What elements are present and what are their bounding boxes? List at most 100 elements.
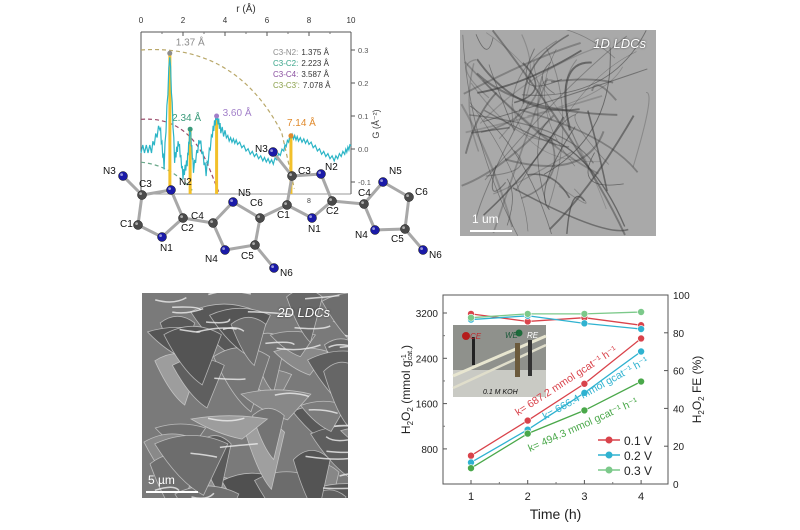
atom-n4 (220, 245, 230, 255)
pdf-axes: 0 2 4 6 8 10 8 r (Å) 0.3 0.2 0.1 0.0 -0.1 G (Å⁻²) (139, 2, 381, 205)
atom-label: C3 (298, 166, 311, 177)
kinetics-y-tick: 2400 (416, 354, 439, 365)
kinetics-x-tick: 2 (525, 491, 531, 503)
data-point (580, 389, 589, 397)
electrochemical-cell-inset: CE WE RE 0.1 M KOH (452, 325, 547, 397)
kinetics-y2-tick: 20 (673, 442, 685, 453)
sem-image: 2D LDCs 5 µm (142, 293, 348, 498)
pdf-peak-label: 1.37 Å (176, 35, 205, 48)
data-point (523, 429, 532, 438)
data-point (580, 310, 589, 318)
atom-c3 (137, 190, 147, 200)
pdf-legend-entry: C3-C2: 2.223 Å (273, 59, 330, 68)
data-point (637, 377, 645, 386)
pdf-x-tick: 4 (223, 16, 228, 25)
inset-re-label: RE (527, 331, 539, 340)
tem-scale-bar (470, 230, 512, 232)
pdf-chart: 0 2 4 6 8 10 8 r (Å) 0.3 0.2 0.1 0.0 -0.1 G (Å⁻²) 1.3… (103, 2, 442, 279)
atom-label: N2 (179, 177, 192, 188)
pdf-legend-entry: C3-C3': 7.078 Å (273, 81, 331, 90)
atom-label: N6 (429, 250, 442, 261)
tem-label: 1D LDCs (593, 36, 646, 51)
tem-scale-label: 1 um (472, 212, 499, 226)
inset-ce-label: CE (470, 332, 482, 341)
atom-c2 (327, 196, 337, 206)
inset-we-label: WE (505, 331, 519, 340)
series-line (470, 380, 642, 469)
series-line (470, 350, 642, 464)
atom-label: N1 (308, 224, 321, 235)
sem-scale-bar (146, 491, 198, 493)
atom-label: N4 (355, 230, 368, 241)
pdf-y-tick: -0.1 (358, 178, 371, 187)
atom-label: N3 (255, 144, 268, 155)
atom-label: C5 (391, 234, 404, 245)
kinetics-y2-tick: 100 (673, 291, 690, 302)
kinetics-chart: 1 2 3 4 Time (h) 800 1600 2400 3200 0 20 40 60 80 100 H… (399, 291, 706, 522)
kinetics-legend: 0.1 V0.2 V0.3 V (598, 434, 652, 478)
atom-label: C5 (241, 251, 254, 262)
pdf-x-tick: 10 (347, 16, 356, 25)
kinetics-y2-tick: 60 (673, 367, 685, 378)
svg-text:8: 8 (307, 198, 311, 205)
pdf-y-tick: 0.1 (358, 112, 368, 121)
kinetics-y-axis-label: H2O2 (mmol g-1cat.) (399, 345, 415, 434)
atom-label: N2 (325, 162, 338, 173)
atom-label: N5 (389, 166, 402, 177)
atom-c1 (133, 220, 143, 230)
kinetics-y-tick: 3200 (416, 309, 439, 320)
atom-c4 (208, 218, 218, 228)
data-point (523, 310, 532, 318)
atom-label: C6 (415, 187, 428, 198)
sem-label: 2D LDCs (277, 305, 330, 320)
kinetics-y-tick: 800 (421, 445, 438, 456)
data-point (580, 379, 589, 388)
pdf-x-tick: 6 (265, 16, 270, 25)
pdf-peak-label: 2.34 Å (172, 111, 201, 124)
kinetics-y-tick: 1600 (416, 400, 439, 411)
pdf-peak-label: 3.60 Å (223, 106, 252, 119)
series-line (470, 311, 642, 319)
atom-label: C2 (326, 206, 339, 217)
data-point (523, 416, 532, 425)
nanosheet-texture (143, 293, 348, 498)
atom-label: N5 (238, 188, 251, 199)
atom-n5 (378, 177, 388, 187)
sem-scale-label: 5 µm (148, 473, 175, 487)
pdf-y-tick: 0.2 (358, 79, 368, 88)
atom-c5 (250, 240, 260, 250)
atom-label: N6 (280, 268, 293, 279)
atom-n3 (118, 171, 128, 181)
series-line (470, 337, 642, 457)
atom-n2 (166, 185, 176, 195)
atom-n4 (370, 225, 380, 235)
pdf-x-tick: 2 (181, 16, 186, 25)
pdf-x-tick: 0 (139, 16, 144, 25)
legend-entry: 0.2 V (624, 449, 652, 463)
data-point (467, 313, 475, 322)
atom-n3 (268, 147, 278, 157)
atom-n6 (418, 245, 428, 255)
pdf-legend: C3-N2: 1.375 Å C3-C2: 2.223 Å C3-C4: 3.587 Å C… (273, 48, 331, 90)
atom-label: N3 (103, 166, 116, 177)
atom-label: C1 (120, 219, 133, 230)
data-point (637, 347, 645, 356)
atom-c5 (400, 224, 410, 234)
atom-n6 (269, 263, 279, 273)
kinetics-y2-axis-label: H2O2 FE (%) (690, 356, 706, 424)
atom-n1 (307, 213, 317, 223)
pdf-x-tick: 8 (307, 16, 312, 25)
atom-label: C1 (277, 210, 290, 221)
legend-entry: 0.1 V (624, 434, 652, 448)
atom-label: C3 (139, 179, 152, 190)
data-point (467, 464, 475, 472)
atom-c2 (178, 213, 188, 223)
atom-c3 (287, 171, 297, 181)
atom-label: C4 (191, 211, 204, 222)
kinetics-x-tick: 3 (581, 491, 587, 503)
kinetics-y2-tick: 0 (673, 480, 679, 491)
kinetics-x-axis-label: Time (h) (530, 506, 582, 522)
atom-c6 (255, 213, 265, 223)
data-point (580, 319, 589, 328)
